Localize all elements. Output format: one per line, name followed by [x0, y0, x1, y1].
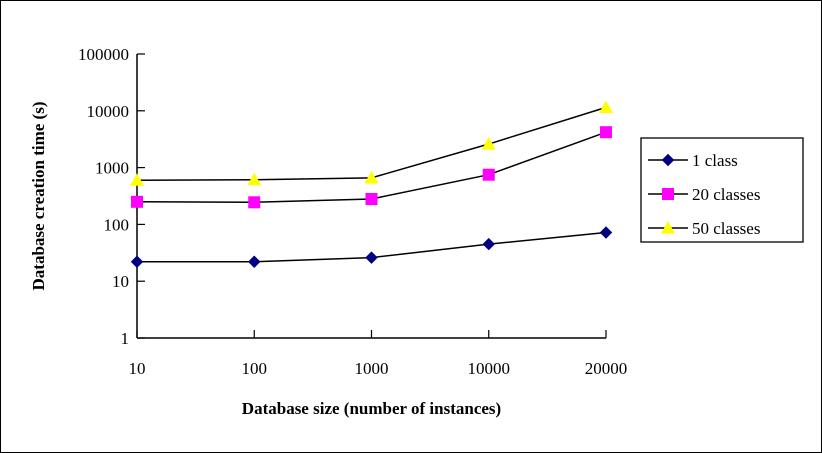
series-3	[130, 100, 613, 186]
x-tick-label: 10	[129, 359, 146, 378]
y-tick-label: 10000	[87, 102, 130, 121]
data-point-marker	[131, 195, 143, 208]
data-point-marker	[248, 196, 261, 209]
x-axis-title: Database size (number of instances)	[242, 399, 501, 418]
data-point-marker	[247, 172, 262, 186]
data-point-marker	[482, 168, 495, 181]
data-point-marker	[599, 100, 613, 113]
legend-marker	[661, 221, 675, 234]
y-tick-label: 1000	[95, 159, 129, 178]
x-tick-label: 1000	[355, 359, 389, 378]
data-point-marker	[365, 193, 378, 206]
y-tick-label: 100	[104, 215, 130, 234]
data-point-marker	[130, 173, 144, 186]
legend: 1 class 20 classes 50 classes	[640, 137, 804, 243]
legend-label: 20 classes	[692, 185, 760, 204]
legend-marker	[661, 153, 675, 167]
series-1	[130, 226, 613, 268]
legend-label: 50 classes	[692, 219, 760, 238]
data-point-marker	[130, 255, 144, 268]
legend-item: 1 class	[648, 151, 738, 170]
series-line	[136, 106, 607, 181]
legend-item: 20 classes	[648, 185, 760, 204]
data-point-marker	[364, 170, 379, 184]
legend-marker	[662, 188, 674, 200]
data-point-marker	[481, 137, 496, 150]
series-layer	[130, 100, 613, 268]
data-point-marker	[248, 255, 261, 268]
series-line	[136, 131, 607, 204]
y-tick-label: 10	[112, 272, 129, 291]
y-tick-label: 100000	[78, 45, 129, 64]
x-tick-label: 100	[242, 359, 268, 378]
series-2	[131, 126, 612, 209]
data-point-marker	[365, 251, 378, 264]
data-point-marker	[482, 237, 495, 251]
legend-item: 50 classes	[648, 219, 760, 238]
x-axis-ticks: 10 100 1000 10000 20000	[129, 330, 628, 378]
x-tick-label: 10000	[468, 359, 511, 378]
y-tick-label: 1	[121, 329, 130, 348]
y-axis-ticks: 1 10 100 1000 10000 100000	[78, 45, 145, 348]
legend-label: 1 class	[692, 151, 738, 170]
y-axis-title: Database creation time (s)	[29, 101, 48, 290]
x-tick-label: 20000	[585, 359, 628, 378]
data-point-marker	[600, 126, 612, 139]
data-point-marker	[599, 226, 613, 239]
